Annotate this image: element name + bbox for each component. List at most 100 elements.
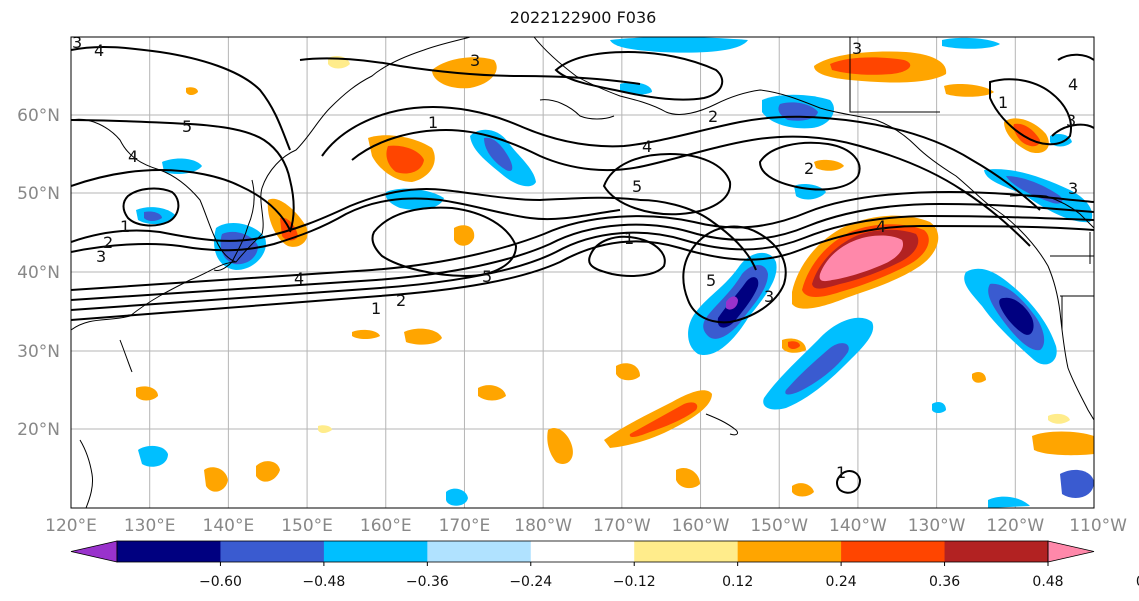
contour-label: 1 [836,463,846,482]
neg-patch-aleutian-core [484,137,513,172]
coastline-taiwan-phil [79,339,133,508]
colorbar-segment [427,541,532,562]
colorbar-segment [737,541,842,562]
neg-patch-small-6 [1060,469,1094,498]
contour-line [836,470,862,494]
contour-line [554,50,724,101]
longitude-label: 170°W [593,516,651,536]
neg-patch-small-5 [446,488,468,506]
contour-line [71,45,291,151]
contour-label: 3 [764,287,774,306]
colorbar-extend-low [70,540,118,563]
neg-patch-gulf-min [726,296,738,310]
contour-line [371,206,518,278]
contour-label: 4 [128,147,138,166]
contour-line [71,224,1094,321]
colorbar-label: 0.36 [929,574,960,590]
neg-patch-small-3-core [144,211,162,221]
colorbar [70,540,1095,563]
contour-line [71,190,1094,291]
colorbar-segment [220,541,325,562]
coastline-north-america [533,37,1094,421]
pos-patch-small-4 [478,385,506,401]
colorbar-segment [634,541,739,562]
plot-content: 1 2 3 4 5 2 1 4 5 4 3 3 1 2 4 5 2 1 5 3 … [71,33,1094,508]
neg-patch-small-10 [932,402,946,413]
coastline-korea-china [71,118,237,263]
pos-patch-small-9 [204,467,228,492]
neg-patch-west-coast-deep [999,297,1034,335]
longitude-label: 110°W [1069,516,1127,536]
pos-patch-small-16 [1048,413,1070,424]
colorbar-segment [117,541,221,562]
pos-patch-small-8 [256,461,280,482]
border-states [1050,232,1094,330]
longitude-label: 140°E [203,516,255,536]
contours [71,45,1094,494]
contour-label: 4 [876,217,886,236]
pos-patch-kuril-core [386,145,424,174]
contour-label: 1 [428,113,438,132]
colorbar-extend-high [1047,540,1095,563]
longitude-label: 160°E [360,516,412,536]
longitude-label: 180°W [514,516,572,536]
pos-patch-small-12 [792,483,814,497]
longitude-label: 130°E [124,516,176,536]
pos-patch-small-15 [814,159,844,171]
colorbar-segment [530,541,635,562]
coastlines [71,37,1094,508]
coastline-sakhalin-japan [213,179,255,271]
pos-patch-tropic-band-core [629,402,698,438]
contour-line [758,141,861,191]
colorbar-label: 0.12 [722,574,753,590]
contour-line [71,187,641,243]
contour-label: 1 [120,217,130,236]
pos-patch-small-13 [944,84,994,97]
longitude-labels: 120°E 130°E 140°E 150°E 160°E 170°E 180°W 170°W… [45,516,1127,536]
pos-patch-small-18 [186,87,198,95]
contour-label: 2 [708,107,718,126]
contour-line [71,119,295,233]
contour-label: 5 [482,267,492,286]
contour-label: 3 [72,33,82,52]
latitude-label: 30°N [17,342,60,362]
pos-patch-small-6 [547,427,573,465]
longitude-label: 150°E [281,516,333,536]
contour-label: 3 [470,51,480,70]
longitude-label: 170°E [439,516,491,536]
colorbar-label: −0.60 [199,574,242,590]
map-title: 2022122900 F036 [509,8,657,27]
pos-patch-small-19 [318,425,332,433]
contour-line [71,197,621,253]
colorbar-segment [944,541,1049,562]
contour-label: 2 [804,159,814,178]
neg-patch-subtropic-band-core [785,343,849,395]
pos-patch-small-5 [616,363,640,381]
latitude-label: 60°N [17,106,60,126]
colorbar-frame [116,540,1049,563]
pos-patch-small-2 [404,328,442,345]
contour-label: 5 [632,177,642,196]
plot-border [70,36,1095,509]
pos-patch-small-10 [136,386,158,401]
longitude-label: 120°E [45,516,97,536]
contour-line [989,78,1072,146]
pos-patch-small-17 [972,372,986,383]
neg-patch-small-4 [138,445,168,467]
contour-label: 4 [642,137,652,156]
contour-label: 3 [1066,111,1076,130]
colorbar-label: −0.48 [302,574,345,590]
colorbar-label: 0.60 [1136,574,1139,590]
contour-line [71,214,1094,311]
colorbar-labels: −0.60 −0.48 −0.36 −0.24 −0.12 0.12 0.24 0.36 0.4… [199,562,1139,590]
colorbar-label: 0.24 [826,574,857,590]
neg-patch-small-7 [988,496,1030,508]
latitude-labels: 60°N 50°N 40°N 30°N 20°N [17,106,60,440]
pos-patch-ne-pacific-max [819,235,904,282]
pos-patch-small-7 [676,467,700,489]
border-alaska [849,37,940,113]
contour-line [321,105,1041,211]
pos-patch-baja [1032,431,1094,456]
colorbar-label: −0.36 [406,574,449,590]
colorbar-label: 0.48 [1032,574,1063,590]
